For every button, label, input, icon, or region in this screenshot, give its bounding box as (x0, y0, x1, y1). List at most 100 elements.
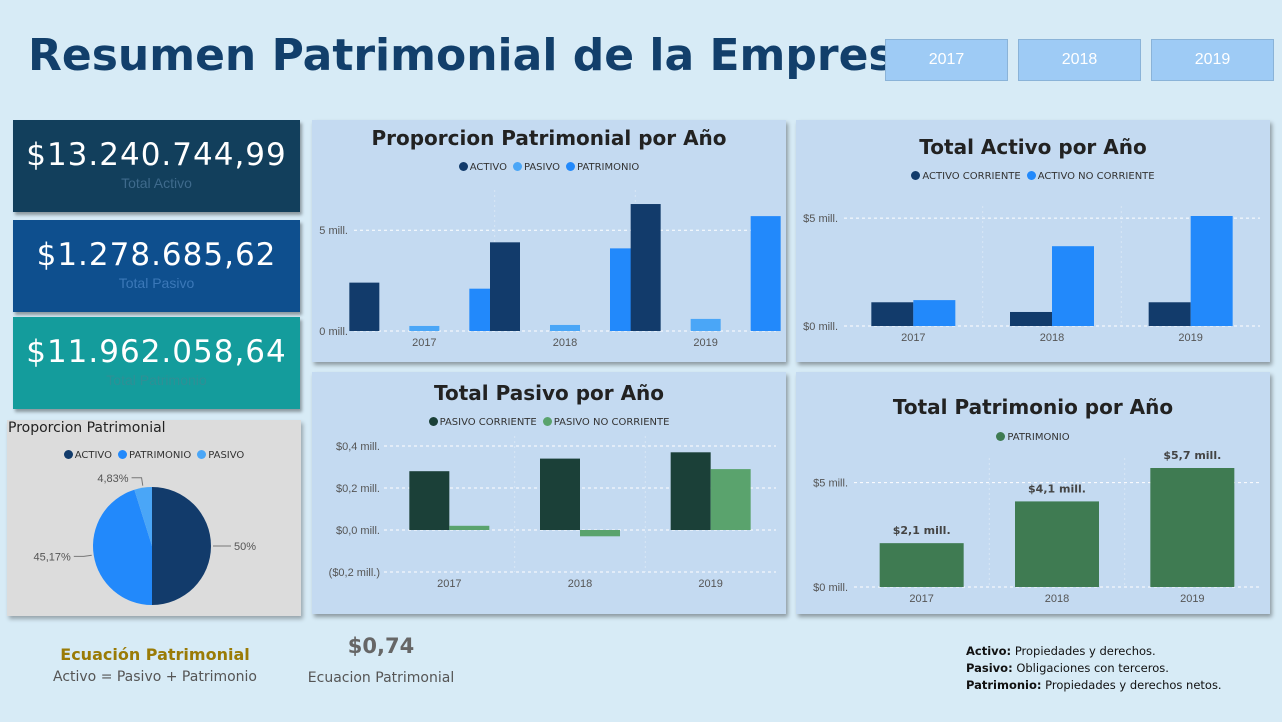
data-label: $2,1 mill. (893, 524, 951, 537)
data-label: $5,7 mill. (1163, 449, 1221, 462)
legend-item: ACTIVO CORRIENTE (911, 171, 1021, 182)
kpi-card-total-activo: $13.240.744,99 Total Activo (13, 120, 300, 212)
pie-leader-line (73, 554, 92, 557)
definition-text: Obligaciones con terceros. (1016, 661, 1169, 675)
year-button-2019[interactable]: 2019 (1151, 39, 1274, 81)
legend-marker (542, 417, 552, 426)
kpi-label: Total Activo (121, 175, 192, 191)
kpi-value: $1.278.685,62 (36, 237, 277, 273)
legend-label: PATRIMONIO (577, 162, 640, 173)
x-tick-label: 2018 (553, 337, 577, 349)
pie-data-label: 50% (234, 541, 256, 553)
legend-marker (996, 432, 1006, 441)
y-tick-label: $0,4 mill. (336, 441, 380, 453)
bar (449, 525, 490, 530)
bar (409, 471, 450, 530)
x-tick-label: 2018 (1040, 332, 1064, 344)
y-tick-label: $0 mill. (803, 321, 838, 333)
legend-label: ACTIVO (469, 162, 507, 173)
bar (490, 242, 520, 331)
bar (710, 469, 751, 530)
legend-item: PATRIMONIO (117, 450, 192, 461)
kpi-label: Total Pasivo (118, 275, 195, 291)
y-tick-label: ($0,2 mill.) (329, 567, 380, 579)
bar (913, 300, 956, 326)
bar (871, 302, 914, 326)
bar (550, 324, 580, 331)
legend-label: PASIVO (208, 450, 245, 461)
bar (1190, 216, 1233, 326)
bar (690, 318, 721, 331)
chart-legend: PASIVO CORRIENTE PASIVO NO CORRIENTE (312, 417, 786, 428)
definition-activo: Activo: Propiedades y derechos. (966, 644, 1156, 658)
x-tick-label: 2017 (437, 578, 461, 590)
equation-title: Ecuación Patrimonial (60, 645, 250, 664)
bar-chart-proporcion: 0 mill. 5 mill. 2017 2018 2019 (319, 190, 781, 349)
bar (1148, 302, 1191, 326)
legend-label: ACTIVO CORRIENTE (922, 171, 1021, 182)
pie-chart-panel: Proporcion Patrimonial ACTIVO PATRIMONIO P… (7, 420, 301, 616)
legend-item: ACTIVO NO CORRIENTE (1026, 171, 1155, 182)
bar-chart-activo: $0 mill. $5 mill. 2017 2018 2019 (803, 206, 1260, 344)
bar (670, 452, 711, 530)
legend-label: PASIVO NO CORRIENTE (553, 417, 670, 428)
pie-slice (152, 487, 211, 605)
bar (630, 204, 661, 331)
pie-chart-title: Proporcion Patrimonial (8, 420, 166, 436)
chart-title: Total Pasivo por Año (433, 381, 665, 405)
legend-marker (197, 450, 207, 459)
y-tick-label: $0,2 mill. (336, 483, 380, 495)
y-tick-label: 5 mill. (319, 225, 348, 237)
bar (580, 530, 620, 537)
bar-chart-patrimonio: $0 mill. $5 mill. $2,1 mill. 2017 $4,1 mill.… (813, 449, 1260, 605)
x-tick-label: 2017 (412, 337, 436, 349)
x-tick-label: 2018 (568, 578, 592, 590)
year-button-2017[interactable]: 2017 (885, 39, 1008, 81)
legend-item: PATRIMONIO (566, 162, 639, 173)
legend-marker (566, 162, 576, 171)
definition-patrimonio: Patrimonio: Propiedades y derechos netos… (966, 678, 1222, 692)
pie-slice (134, 487, 152, 546)
pie-data-label: 4,83% (97, 473, 128, 485)
y-tick-label: 0 mill. (319, 326, 348, 338)
legend-item: PASIVO (197, 450, 244, 461)
definition-text: Propiedades y derechos. (1014, 644, 1156, 658)
legend-marker (117, 450, 127, 459)
y-tick-label: $5 mill. (803, 213, 838, 225)
definition-term: Patrimonio: (966, 678, 1042, 692)
x-tick-label: 2019 (1178, 332, 1202, 344)
chart-panel-pasivo: Total Pasivo por Año PASIVO CORRIENTE PAS… (312, 372, 786, 614)
data-label: $4,1 mill. (1028, 482, 1086, 495)
chart-legend: ACTIVO PASIVO PATRIMONIO (312, 162, 786, 173)
legend-label: PATRIMONIO (1007, 432, 1070, 443)
kpi-card-total-pasivo: $1.278.685,62 Total Pasivo (13, 220, 300, 312)
pie-leader-line (131, 477, 144, 486)
chart-panel-proporcion: Proporcion Patrimonial por Año ACTIVO PAS… (312, 120, 786, 362)
chart-legend: ACTIVO CORRIENTE ACTIVO NO CORRIENTE (796, 171, 1270, 182)
legend-item: PATRIMONIO (996, 432, 1070, 443)
bar (1052, 246, 1094, 326)
x-tick-label: 2018 (1045, 593, 1069, 605)
kpi-value: $11.962.058,64 (26, 334, 287, 370)
bar (750, 216, 781, 331)
x-tick-label: 2019 (693, 337, 717, 349)
bar (409, 325, 440, 331)
definition-pasivo: Pasivo: Obligaciones con terceros. (966, 661, 1169, 675)
x-tick-label: 2019 (698, 578, 722, 590)
chart-title: Total Activo por Año (919, 135, 1147, 159)
y-tick-label: $0 mill. (813, 582, 848, 594)
x-tick-label: 2017 (909, 593, 933, 605)
ratio-value: $0,74 (347, 634, 415, 658)
legend-label: ACTIVO (74, 450, 112, 461)
legend-item: ACTIVO (458, 162, 507, 173)
legend-label: PASIVO CORRIENTE (439, 417, 537, 428)
chart-legend: PATRIMONIO (796, 432, 1270, 443)
kpi-label: Total Patrimonio (106, 372, 207, 388)
legend-marker (1026, 171, 1036, 180)
year-button-2018[interactable]: 2018 (1018, 39, 1141, 81)
chart-title: Total Patrimonio por Año (892, 395, 1174, 419)
definition-text: Propiedades y derechos netos. (1045, 678, 1222, 692)
bar (1150, 468, 1235, 587)
x-tick-label: 2019 (1180, 593, 1204, 605)
legend-label: PATRIMONIO (128, 450, 192, 461)
